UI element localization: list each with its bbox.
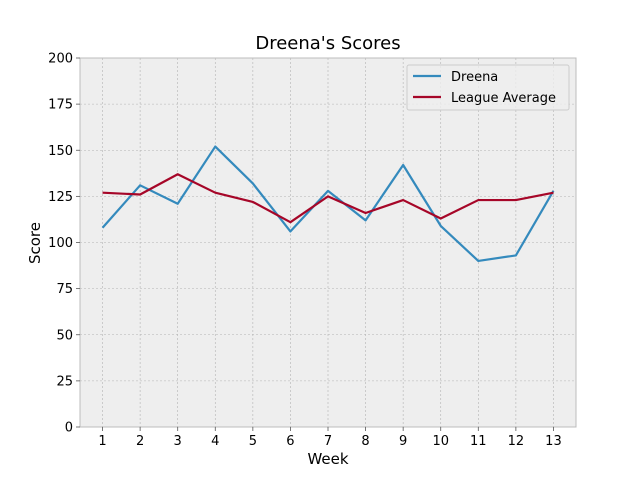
series-line-league-average [102, 173, 554, 224]
x-tick-label: 10 [432, 434, 449, 449]
x-tick-label: 4 [211, 434, 219, 449]
series-lines [101, 145, 555, 263]
series-line-dreena [101, 145, 555, 263]
y-tick-label: 150 [48, 144, 73, 159]
y-tick-label: 175 [48, 98, 73, 113]
x-tick-label: 13 [545, 434, 562, 449]
y-axis-label: Score [26, 222, 44, 264]
x-tick-label: 6 [286, 434, 294, 449]
x-tick-label: 5 [249, 434, 257, 449]
x-tick-label: 2 [136, 434, 144, 449]
legend: Dreena League Average [406, 64, 570, 111]
x-tick-label: 11 [470, 434, 487, 449]
y-tick-label: 100 [48, 236, 73, 251]
x-tick-label: 1 [98, 434, 106, 449]
x-tick-label: 9 [399, 434, 407, 449]
x-axis-label: Week [307, 450, 348, 468]
y-tick-label: 75 [56, 282, 73, 297]
legend-box [406, 64, 570, 111]
x-tick-label: 7 [324, 434, 332, 449]
x-tick-label: 3 [174, 434, 182, 449]
legend-label-league-average: League Average [451, 91, 556, 106]
x-tick-label: 8 [361, 434, 369, 449]
y-tick-label: 125 [48, 190, 73, 205]
x-tick-label: 12 [508, 434, 525, 449]
legend-label-dreena: Dreena [451, 70, 498, 85]
y-tick-label: 0 [65, 421, 73, 436]
chart-title: Dreena's Scores [255, 33, 400, 54]
y-tick-label: 50 [56, 328, 73, 343]
y-tick-label: 200 [48, 52, 73, 67]
y-tick-label: 25 [56, 374, 73, 389]
